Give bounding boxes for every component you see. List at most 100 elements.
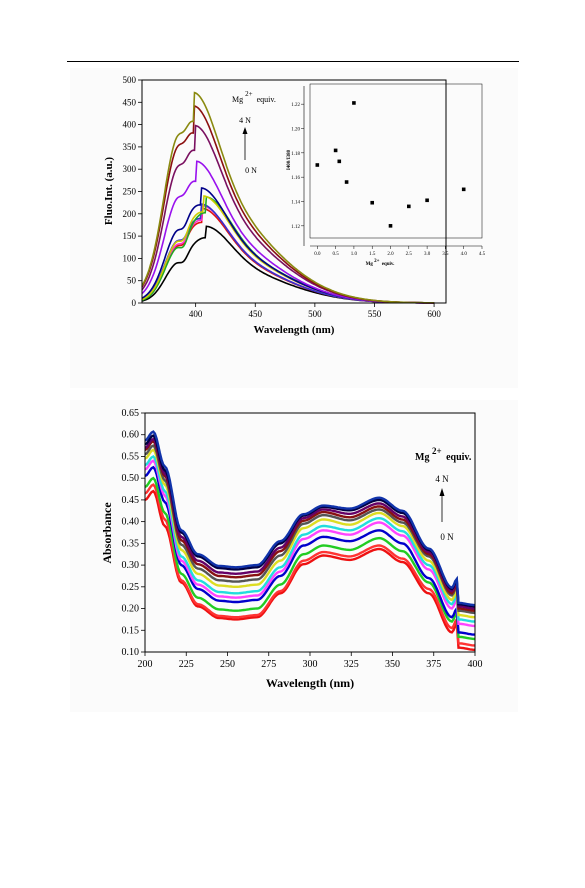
fluorescence-x-ticks: 400 450 500 550 600 xyxy=(189,303,441,319)
absorbance-x-tick-label: 400 xyxy=(468,659,483,670)
ratio-inset-x-tick-label: 3.0 xyxy=(424,252,431,257)
fluorescence-annotation-top: 4 N xyxy=(239,116,251,125)
ratio-inset-points xyxy=(315,101,466,228)
fluorescence-y-ticks: 0 50 100 150 200 250 300 350 400 450 500 xyxy=(123,75,142,308)
ratio-inset-point xyxy=(425,198,429,203)
absorbance-series-line xyxy=(144,489,475,651)
absorbance-series-line xyxy=(144,476,476,641)
absorbance-annotation-arrowhead xyxy=(439,488,445,496)
ratio-inset-point xyxy=(337,159,342,164)
absorbance-series-line xyxy=(144,448,475,619)
absorbance-y-tick-label: 0.60 xyxy=(122,430,140,441)
absorbance-annotation-bottom: 0 N xyxy=(440,532,454,542)
absorbance-y-tick-label: 0.15 xyxy=(122,625,140,636)
ratio-inset-point xyxy=(315,163,320,167)
ratio-inset-x-label-suffix: equiv. xyxy=(382,262,395,267)
ratio-inset-x-tick-label: 2.5 xyxy=(406,252,413,257)
ratio-inset-axes: 0.0 0.5 1.0 1.5 2.0 2.5 3.0 3.5 4.0 4.5 1.12 1.14 1.… xyxy=(291,86,486,257)
ratio-inset-x-tick-label: 1.5 xyxy=(369,252,376,257)
fluorescence-y-axis-label: Fluo.Int. (a.u.) xyxy=(103,157,115,225)
absorbance-annotation-ion: Mg xyxy=(415,452,429,463)
ratio-inset-x-tick-label: 3.5 xyxy=(442,252,449,257)
absorbance-series-line xyxy=(144,459,475,628)
ratio-inset-y-tick-label: 1.16 xyxy=(291,176,300,181)
ratio-inset-y-tick-label: 1.20 xyxy=(291,128,300,133)
ratio-inset-point xyxy=(344,180,349,184)
ratio-inset-x-tick-label: 0.5 xyxy=(332,252,339,257)
absorbance-x-tick-label: 200 xyxy=(138,659,153,670)
svg-text:Mg 2+ equiv.: Mg 2+ equiv. xyxy=(232,89,276,104)
svg-text:Mg 2+ equiv.: Mg 2+ equiv. xyxy=(366,259,395,267)
fluorescence-annotation-ion: Mg xyxy=(232,95,243,104)
ratio-inset-y-tick-label: 1.18 xyxy=(291,152,300,157)
fluorescence-series-group xyxy=(141,91,435,304)
ratio-inset-chart: 0.0 0.5 1.0 1.5 2.0 2.5 3.0 3.5 4.0 4.5 1.12 1.14 1.… xyxy=(287,83,486,267)
absorbance-x-ticks: 200 225 250 275 300 325 350 375 400 xyxy=(138,652,483,670)
ratio-inset-point xyxy=(407,204,411,209)
ratio-inset-point xyxy=(461,187,466,192)
ratio-inset-x-label-sup: 2+ xyxy=(374,259,380,264)
absorbance-y-tick-label: 0.45 xyxy=(122,495,140,506)
absorbance-series-line xyxy=(144,465,475,636)
absorbance-y-tick-label: 0.30 xyxy=(122,560,140,571)
absorbance-x-tick-label: 250 xyxy=(220,659,235,670)
absorbance-y-axis-label: Absorbance xyxy=(100,502,114,564)
ratio-inset-point xyxy=(352,101,356,105)
absorbance-x-tick-label: 275 xyxy=(261,659,276,670)
absorbance-x-tick-label: 300 xyxy=(303,659,318,670)
absorbance-x-axis-label: Wavelength (nm) xyxy=(266,676,354,690)
absorbance-mg-annotation: Mg 2+ equiv. 4 N 0 N xyxy=(415,446,472,542)
absorbance-y-tick-label: 0.50 xyxy=(122,473,140,484)
fluorescence-y-tick-label: 200 xyxy=(123,209,137,219)
fluorescence-mg-annotation: Mg 2+ equiv. 4 N 0 N xyxy=(232,89,276,175)
absorbance-annotation-top: 4 N xyxy=(435,474,449,484)
absorbance-y-tick-label: 0.40 xyxy=(122,517,140,528)
svg-text:Mg 2+ equiv.: Mg 2+ equiv. xyxy=(415,446,472,463)
absorbance-series-group xyxy=(144,430,476,651)
fluorescence-annotation-charge: 2+ xyxy=(245,90,253,98)
ratio-inset-y-tick-label: 1.14 xyxy=(291,201,300,206)
ratio-inset-y-tick-label: 1.12 xyxy=(291,225,300,230)
absorbance-y-ticks: 0.10 0.15 0.20 0.25 0.30 0.35 0.40 0.45 0.50 0.55… xyxy=(122,408,145,658)
absorbance-x-tick-label: 325 xyxy=(344,659,359,670)
ratio-inset-y-tick-label: 1.22 xyxy=(291,103,300,108)
fluorescence-x-tick-label: 500 xyxy=(308,309,322,319)
ratio-inset-point xyxy=(333,148,338,153)
ratio-inset-x-label-base: Mg xyxy=(366,262,374,267)
fluorescence-annotation-arrowhead xyxy=(242,127,248,134)
ratio-inset-x-tick-label: 2.0 xyxy=(387,252,394,257)
absorbance-y-tick-label: 0.55 xyxy=(122,451,140,462)
absorbance-y-tick-label: 0.35 xyxy=(122,538,140,549)
fluorescence-y-tick-label: 350 xyxy=(123,142,137,152)
fluorescence-series-line xyxy=(141,187,435,304)
fluorescence-x-tick-label: 450 xyxy=(249,309,263,319)
absorbance-series-line xyxy=(144,454,476,623)
fluorescence-y-tick-label: 50 xyxy=(127,276,137,286)
ratio-inset-x-tick-label: 1.0 xyxy=(351,252,358,257)
fluorescence-y-tick-label: 300 xyxy=(123,164,137,174)
absorbance-x-tick-label: 350 xyxy=(385,659,400,670)
fluorescence-x-tick-label: 600 xyxy=(427,309,441,319)
fluorescence-series-line xyxy=(141,195,435,304)
fluorescence-figure-panel xyxy=(70,68,518,388)
absorbance-y-tick-label: 0.25 xyxy=(122,582,140,593)
ratio-inset-frame xyxy=(309,83,483,239)
absorbance-series-line xyxy=(144,439,475,612)
fluorescence-x-axis-label: Wavelength (nm) xyxy=(254,324,335,336)
ratio-inset-point xyxy=(388,224,393,228)
absorbance-annotation-equiv: equiv. xyxy=(446,452,472,463)
fluorescence-series-line xyxy=(141,91,435,304)
ratio-inset-x-tick-label: 4.5 xyxy=(479,252,486,257)
absorbance-y-tick-label: 0.20 xyxy=(122,604,140,615)
ratio-inset-x-tick-label: 0.0 xyxy=(314,252,321,257)
ratio-inset-point xyxy=(370,200,375,205)
fluorescence-chart: 400 450 500 550 600 0 50 100 150 200 250 300 350 400… xyxy=(103,75,486,336)
fluorescence-annotation-equiv: equiv. xyxy=(257,95,276,104)
absorbance-annotation-charge: 2+ xyxy=(432,446,442,456)
page-header-rule xyxy=(67,61,519,62)
absorbance-series-line xyxy=(144,437,475,610)
absorbance-y-tick-label: 0.10 xyxy=(122,647,140,658)
absorbance-x-tick-label: 375 xyxy=(426,659,441,670)
fluorescence-y-tick-label: 400 xyxy=(123,120,137,130)
